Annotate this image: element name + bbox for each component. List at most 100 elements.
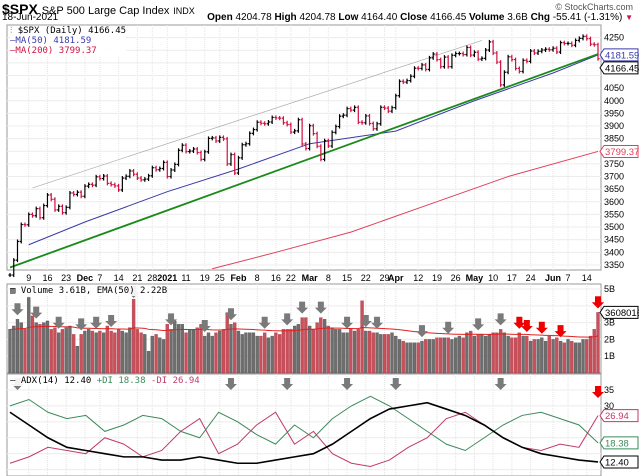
gray-down-arrow-icon [359,315,372,328]
price-bar [446,55,450,69]
volume-bar [450,339,454,374]
volume-bar [34,322,38,374]
volume-bar [401,340,405,374]
price-bar [94,174,98,188]
x-tick-label: 19 [432,273,442,283]
price-bar [566,41,570,46]
volume-bar [30,315,35,374]
volume-bar [588,335,593,374]
price-bar [431,52,435,60]
volume-bar [424,339,428,374]
volume-bar [285,329,289,374]
volume-bar [562,342,566,374]
x-tick-label: Mar [302,273,319,283]
volume-bar [263,332,267,374]
price-bar [356,105,360,125]
price-bar [424,62,428,72]
price-bar [34,206,38,218]
price-bar [45,192,50,208]
price-bar [169,167,173,179]
legend-ma50: MA(50) 4181.59 [15,36,92,46]
price-bar [278,115,282,121]
volume-bar [27,297,31,374]
price-bar [49,192,53,202]
gray-down-arrow-icon [415,325,428,338]
volume-bar [176,324,181,374]
adx-line [9,401,599,465]
price-tick-label: 3650 [604,184,624,194]
volume-bar [101,332,106,374]
price-bar [394,93,398,110]
chart-title: $SPX S&P 500 Large Cap Index INDX [2,1,195,17]
price-bar [517,66,521,74]
volume-bar [435,337,439,374]
price-bar [251,127,256,136]
volume-bar [90,330,95,374]
volume-bar [169,329,173,374]
price-bar [199,150,203,162]
price-bar [210,135,214,141]
price-bar [495,51,499,65]
price-bar [454,51,458,58]
brand-watermark: © StockCharts.com [555,2,633,12]
volume-bar [57,332,61,374]
price-bar [270,115,274,124]
volume-bar [506,335,510,374]
volume-bar [72,334,76,374]
volume-bar [214,332,218,374]
adx-panel [6,373,602,476]
price-bar [281,116,286,125]
bar-chart-icon: ▥ [10,286,16,296]
value-tag-text: 3608016 [605,308,639,319]
price-bar [128,168,132,179]
ma200-line [212,150,599,270]
volume-bar [349,329,353,374]
volume-bar [592,329,596,374]
volume-bar [596,312,600,374]
volume-bar [105,325,110,374]
gray-down-arrow-icon [105,315,118,328]
x-tick-label: 15 [342,273,352,283]
price-bar [274,115,278,120]
price-bar [416,66,420,71]
volume-bar [75,345,80,374]
volume-bar [289,329,293,374]
price-bar [491,39,495,56]
price-bar [124,174,128,181]
gray-down-arrow-icon [341,378,354,390]
price-bar [19,222,23,244]
price-bar [15,239,20,263]
legend-plus-di: +DI 18.38 [96,376,146,386]
volume-bar [487,334,492,374]
volume-bar [165,324,169,374]
red-down-arrow-icon [520,320,533,333]
price-bar [113,182,117,188]
volume-bar [292,325,297,374]
price-bar [322,138,327,162]
volume-bar [229,324,233,374]
volume-bar [341,332,345,374]
price-bar [543,47,548,53]
volume-bar [431,339,435,374]
volume-bar [161,339,166,374]
price-bar [158,166,162,172]
volume-bar [570,340,574,374]
volume-bar [307,325,312,374]
price-bar [364,113,368,125]
price-bar [304,141,308,151]
price-bar [596,42,600,61]
volume-bar [180,324,184,374]
price-bar [461,51,465,57]
price-bar [75,190,80,197]
x-tick-label: 26 [451,273,461,283]
volume-bar [585,339,589,374]
volume-bar [191,329,196,374]
volume-bar [412,342,417,374]
price-bar [214,135,218,143]
price-tick-label: 4250 [604,33,624,43]
volume-bar [304,317,308,374]
price-bar [146,173,151,182]
volume-bar [87,329,91,374]
x-tick-label: 25 [215,273,225,283]
price-bar [64,205,68,215]
